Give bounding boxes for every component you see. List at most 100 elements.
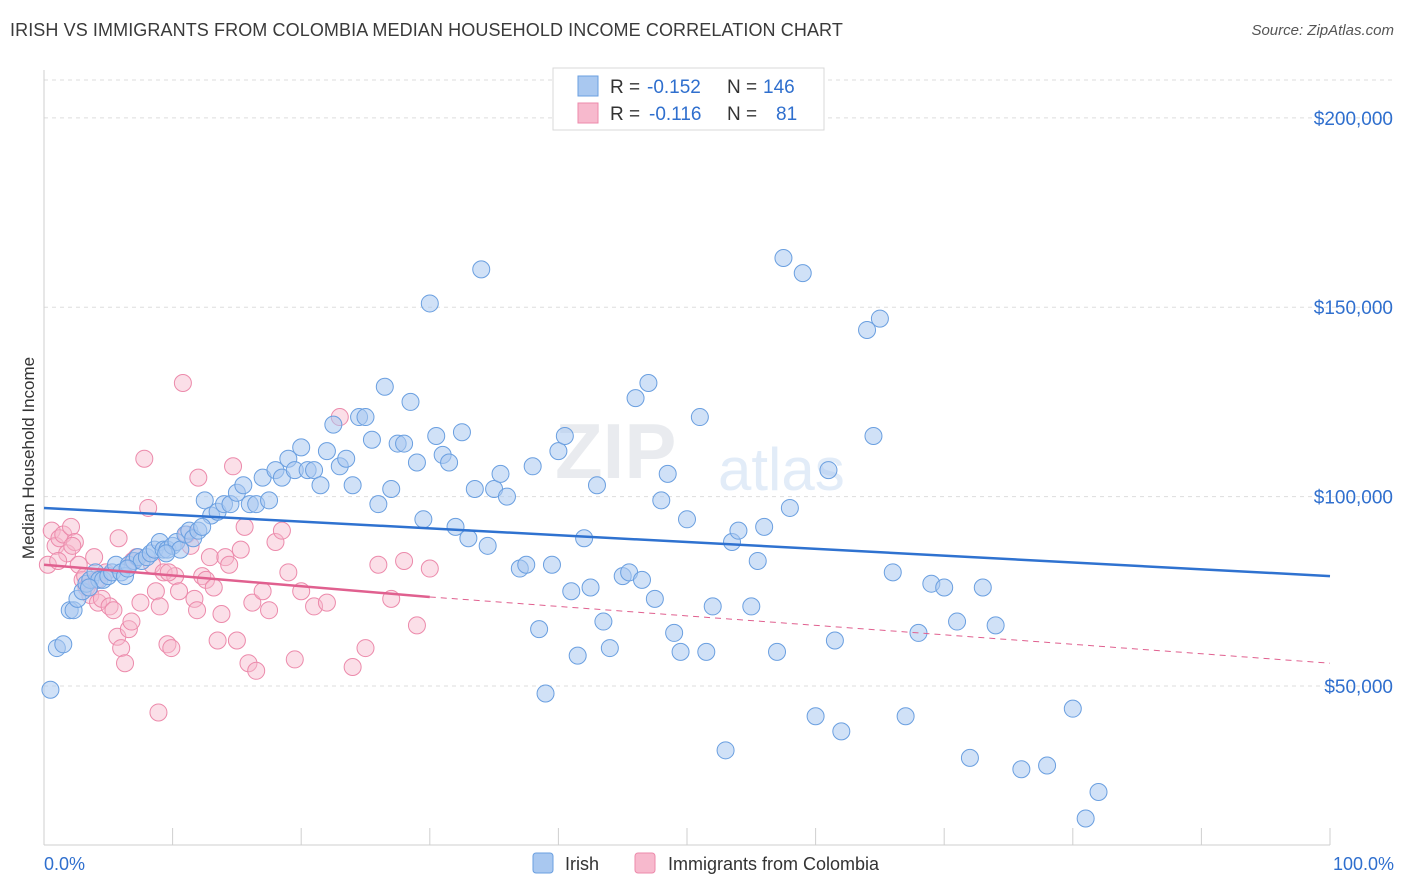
point-colombia — [420, 559, 439, 578]
point-irish — [652, 491, 671, 510]
bottom-legend-label-irish: Irish — [565, 854, 599, 874]
point-irish — [356, 408, 375, 427]
x-ticks — [43, 828, 1331, 845]
source-label: Source: ZipAtlas.com — [1251, 22, 1394, 39]
point-colombia — [149, 703, 168, 722]
point-colombia — [208, 631, 227, 650]
point-irish — [645, 589, 664, 608]
point-colombia — [185, 589, 204, 608]
point-irish — [382, 480, 401, 499]
point-irish — [658, 464, 677, 483]
trend-lines — [43, 506, 1331, 664]
trend-line-colombia-extrapolated — [429, 596, 1331, 664]
point-irish — [600, 639, 619, 658]
point-irish — [632, 570, 651, 589]
point-colombia — [119, 620, 138, 639]
point-irish — [948, 612, 967, 631]
point-colombia — [279, 563, 298, 582]
point-colombia — [212, 604, 231, 623]
legend-r-label-irish: R = — [610, 77, 640, 98]
point-colombia — [243, 593, 262, 612]
point-irish — [697, 642, 716, 661]
y-tick-label: $200,000 — [1314, 109, 1393, 130]
point-colombia — [159, 563, 178, 582]
point-irish — [896, 707, 915, 726]
point-irish — [324, 415, 343, 434]
series-colombia — [38, 373, 439, 722]
point-colombia — [220, 555, 239, 574]
point-irish — [542, 555, 561, 574]
point-irish — [80, 578, 99, 597]
point-irish — [806, 707, 825, 726]
legend-swatch-irish — [577, 75, 599, 97]
point-colombia — [173, 373, 192, 392]
point-irish — [41, 680, 60, 699]
point-colombia — [85, 548, 104, 567]
point-irish — [755, 517, 774, 536]
grid-lines — [44, 79, 1394, 687]
watermark: ZIP — [555, 407, 676, 495]
point-colombia — [235, 517, 254, 536]
point-irish — [665, 623, 684, 642]
y-tick-label: $50,000 — [1324, 677, 1393, 698]
point-irish — [530, 620, 549, 639]
point-irish — [825, 631, 844, 650]
point-colombia — [116, 654, 135, 673]
point-irish — [536, 684, 555, 703]
point-irish — [491, 464, 510, 483]
point-irish — [729, 521, 748, 540]
point-colombia — [266, 533, 285, 552]
legend-n-value-irish: 146 — [763, 77, 795, 98]
point-irish — [1089, 782, 1108, 801]
legend-n-value-colombia: 81 — [776, 104, 797, 125]
point-irish — [1063, 699, 1082, 718]
legend-r-value-colombia: -0.116 — [649, 104, 701, 125]
point-colombia — [272, 521, 291, 540]
point-irish — [459, 529, 478, 548]
point-irish — [369, 495, 388, 514]
point-irish — [935, 578, 954, 597]
chart-title: IRISH VS IMMIGRANTS FROM COLOMBIA MEDIAN… — [10, 20, 843, 40]
point-irish — [768, 642, 787, 661]
point-irish — [414, 510, 433, 529]
y-tick-labels: $50,000 $100,000 $150,000 $200,000 — [1314, 109, 1393, 698]
point-colombia — [112, 639, 131, 658]
legend-n-label-irish: N = — [727, 77, 757, 98]
point-irish — [317, 442, 336, 461]
legend-swatch-colombia — [577, 102, 599, 124]
point-colombia — [204, 578, 223, 597]
point-colombia — [135, 449, 154, 468]
legend-n-label-colombia: N = — [727, 104, 757, 125]
point-irish — [748, 551, 767, 570]
point-irish — [497, 487, 516, 506]
point-colombia — [122, 612, 141, 631]
point-irish — [742, 597, 761, 616]
point-colombia — [170, 582, 189, 601]
point-irish — [690, 408, 709, 427]
point-irish — [819, 461, 838, 480]
series-irish — [41, 248, 1108, 828]
point-irish — [671, 642, 690, 661]
point-colombia — [247, 661, 266, 680]
point-irish — [555, 426, 574, 445]
bottom-legend: Irish Immigrants from Colombia — [532, 852, 880, 874]
y-tick-label: $150,000 — [1314, 298, 1393, 319]
point-irish — [427, 426, 446, 445]
legend-r-label-colombia: R = — [610, 104, 640, 125]
point-irish — [1038, 756, 1057, 775]
point-irish — [568, 646, 587, 665]
point-irish — [639, 373, 658, 392]
point-irish — [1076, 809, 1095, 828]
point-colombia — [239, 654, 258, 673]
point-irish — [395, 434, 414, 453]
point-colombia — [188, 601, 207, 620]
point-irish — [407, 453, 426, 472]
point-irish — [909, 623, 928, 642]
point-irish — [260, 491, 279, 510]
point-colombia — [356, 639, 375, 658]
point-irish — [864, 426, 883, 445]
point-colombia — [146, 582, 165, 601]
trend-line-irish — [43, 506, 1331, 578]
point-irish — [465, 480, 484, 499]
point-irish — [587, 476, 606, 495]
